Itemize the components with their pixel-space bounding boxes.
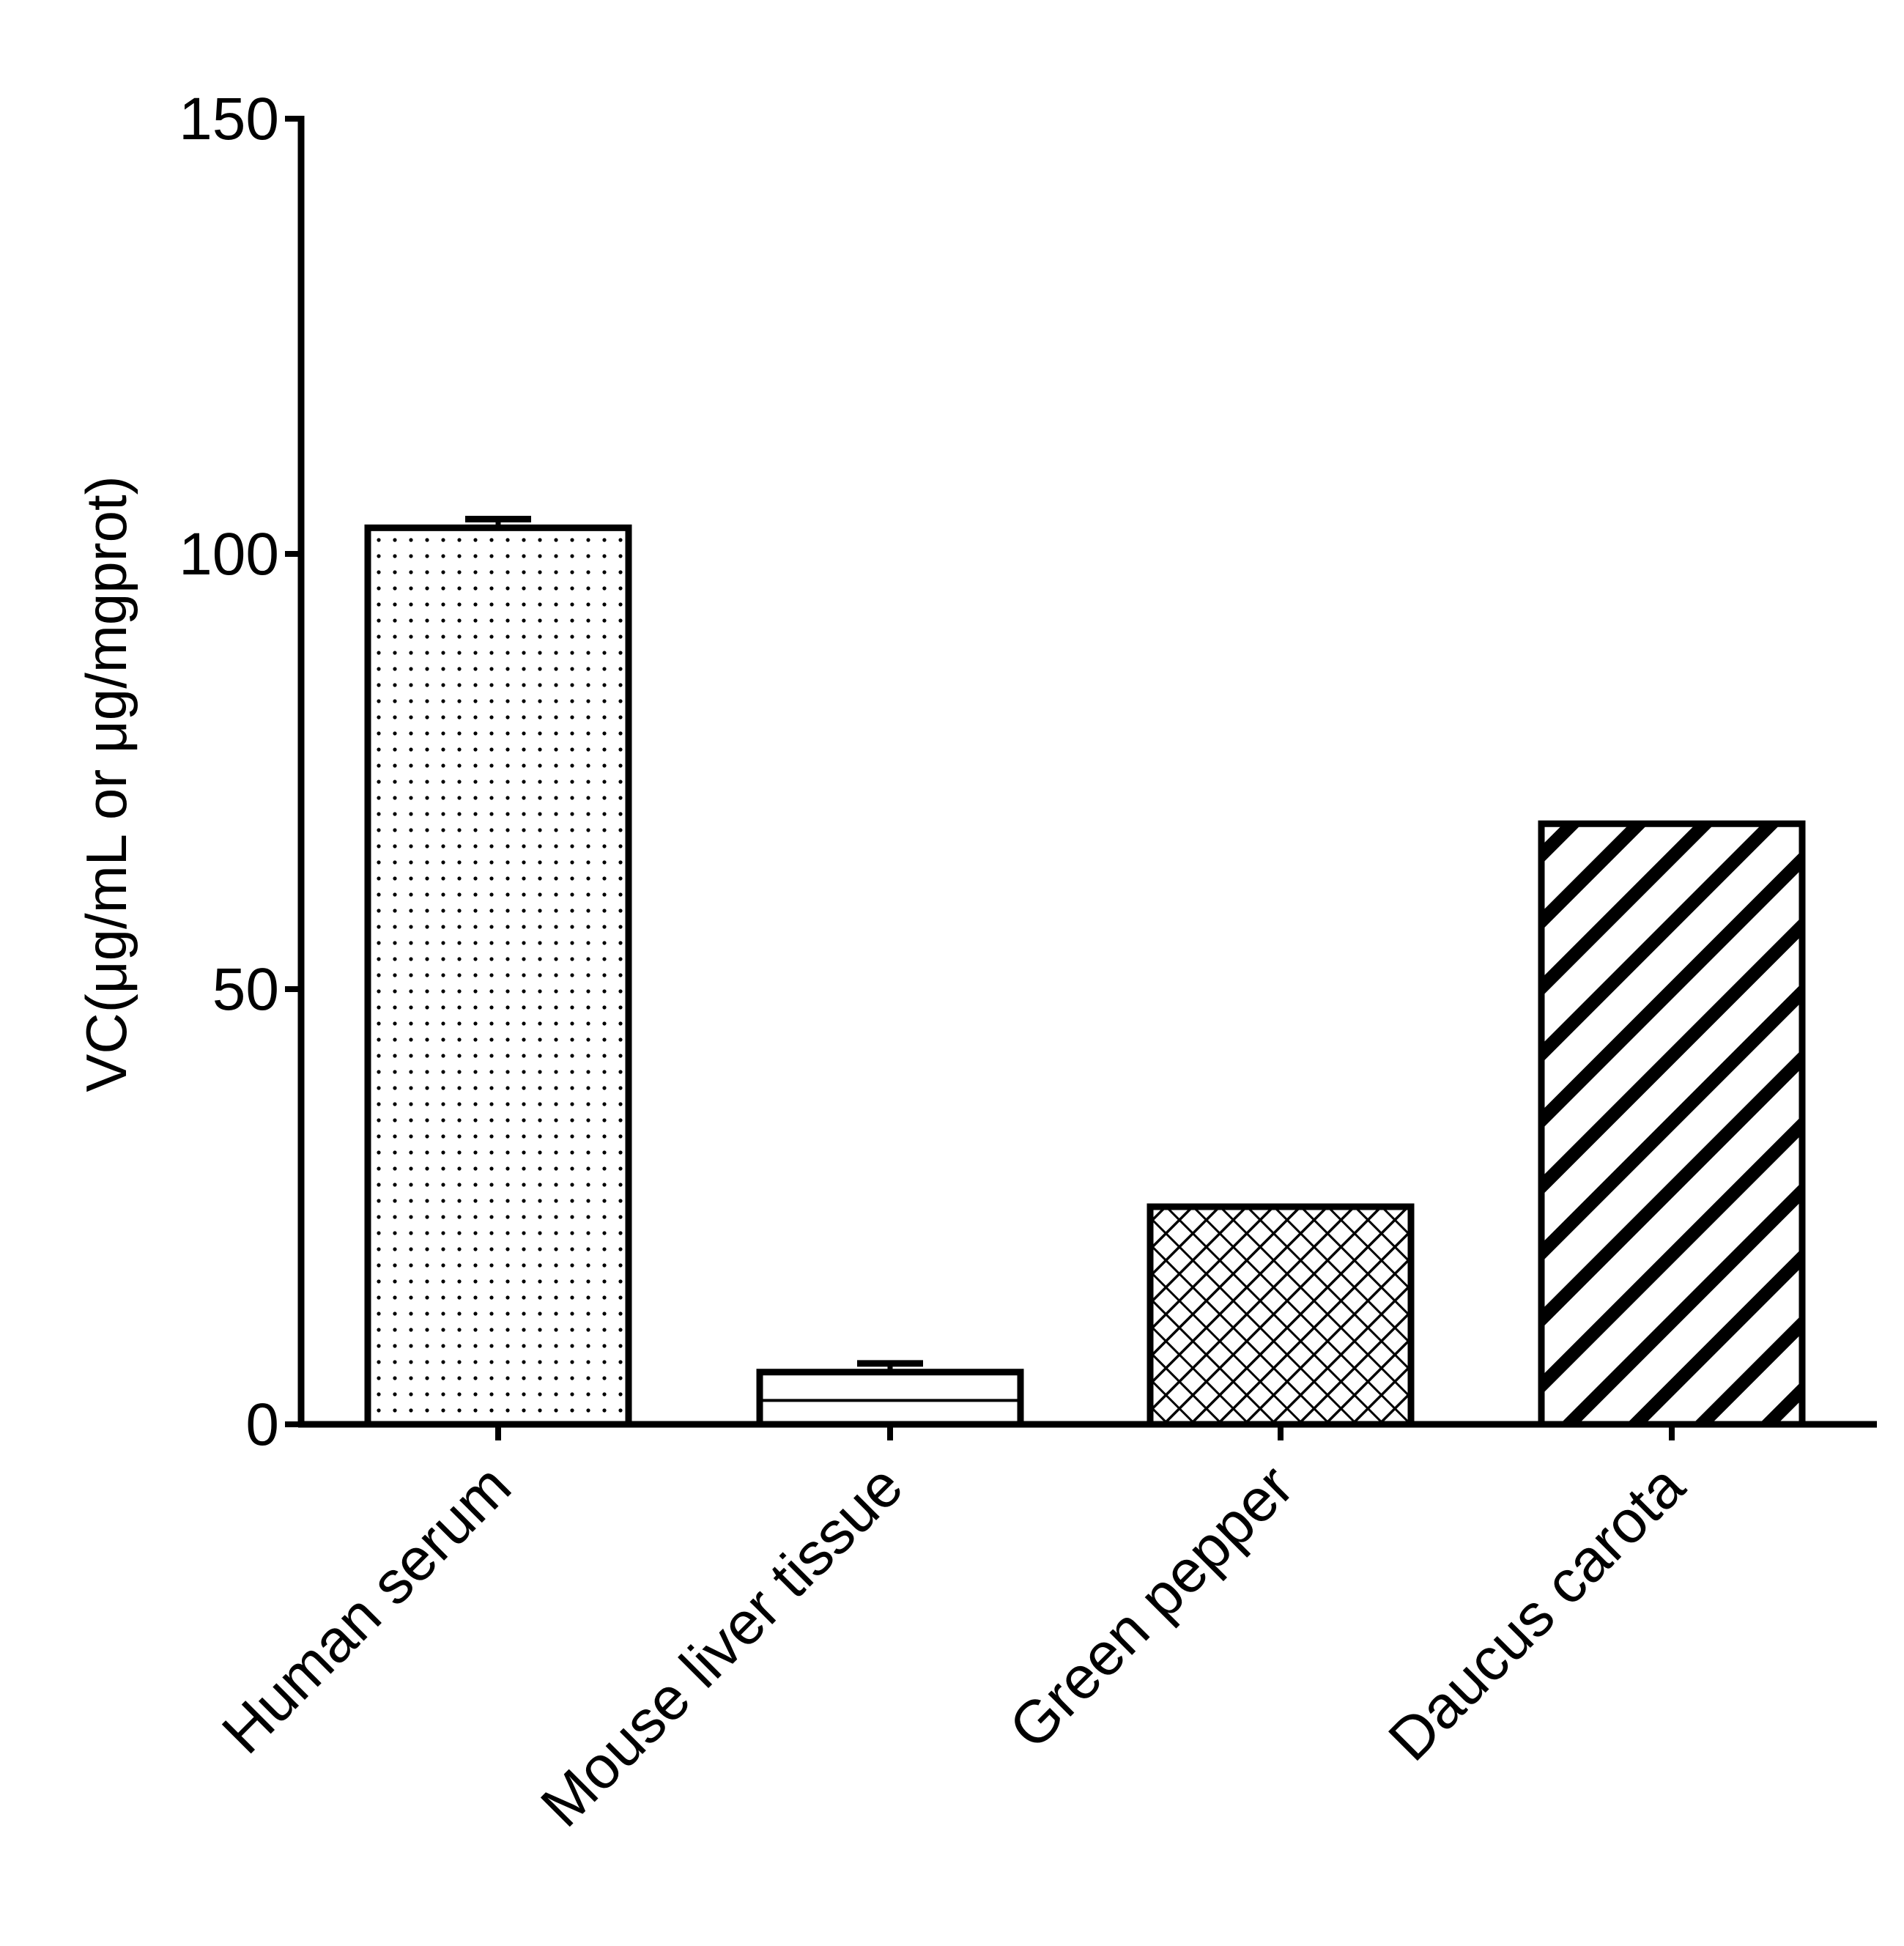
bar	[364, 524, 632, 1428]
y-tick-label: 50	[212, 956, 279, 1023]
bar	[1147, 1203, 1415, 1428]
x-tick-label: Daucus carota	[1377, 1452, 1697, 1773]
bar	[1538, 820, 1806, 1428]
x-tick-label: Mouse liver tissue	[528, 1452, 915, 1839]
y-axis-label: VC(μg/mL or μg/mgprot)	[74, 476, 138, 1092]
x-tick-label: Green pepper	[997, 1452, 1306, 1761]
y-tick-label: 100	[179, 521, 279, 588]
bars	[364, 515, 1806, 1428]
y-axis-ticks: 0 50 100 150	[179, 86, 301, 1458]
bar	[756, 1369, 1024, 1428]
bar-group	[364, 515, 632, 1428]
x-axis-ticks: Human serum Mouse liver tissue Green peppe…	[210, 1424, 1697, 1840]
bar-group	[1538, 820, 1806, 1428]
y-tick-label: 0	[245, 1391, 279, 1458]
x-tick-label: Human serum	[210, 1452, 523, 1766]
y-tick-label: 150	[179, 86, 279, 152]
bar-group	[1147, 1203, 1415, 1428]
bar-group	[756, 1360, 1024, 1428]
